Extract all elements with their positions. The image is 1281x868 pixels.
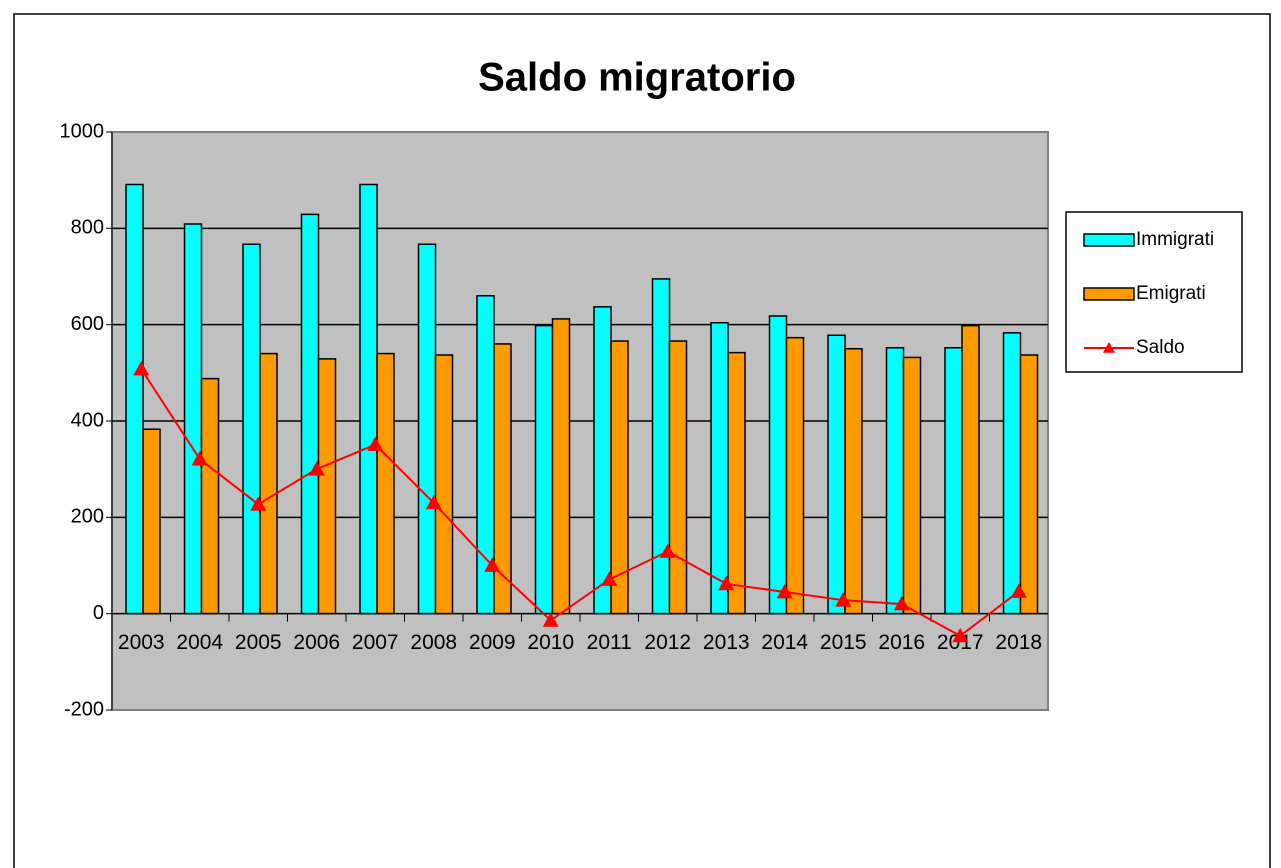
marker (952, 627, 969, 643)
x-tick-label: 2010 (527, 631, 574, 654)
marker (659, 543, 676, 558)
bar (1002, 332, 1022, 615)
y-tick-label: 800 (71, 217, 104, 239)
bar (183, 223, 203, 615)
marker (308, 461, 325, 476)
x-tick-label: 2009 (469, 631, 516, 654)
y-tick-label: 1000 (60, 120, 105, 142)
bar (242, 243, 261, 615)
x-tick-label: 2005 (235, 631, 282, 654)
x-tick-label: 2013 (703, 631, 750, 654)
marker (191, 451, 208, 466)
bar (710, 321, 729, 615)
y-tick-label: 0 (93, 602, 104, 624)
bar (885, 347, 905, 615)
marker (367, 436, 384, 452)
legend-marker (1103, 342, 1115, 353)
bar (200, 377, 220, 615)
marker (835, 592, 852, 607)
bar (902, 356, 922, 615)
bar (417, 243, 437, 615)
marker (133, 360, 150, 376)
x-tick-label: 2015 (820, 631, 867, 654)
y-tick-label: 200 (71, 506, 104, 528)
marker (1010, 583, 1027, 598)
bar (593, 306, 612, 615)
bar (827, 334, 846, 615)
bar (142, 428, 161, 615)
x-tick-label: 2008 (410, 631, 457, 654)
y-tick-label: -200 (64, 698, 104, 720)
bar (944, 347, 963, 615)
bar (961, 324, 980, 615)
y-tick-label: 600 (71, 313, 104, 335)
marker (893, 596, 910, 611)
marker (718, 575, 735, 591)
x-tick-label: 2017 (937, 631, 984, 654)
legend-label: Immigrati (1136, 229, 1214, 250)
bar (651, 278, 671, 615)
bar (125, 183, 144, 615)
bar (1019, 354, 1039, 615)
bar (317, 358, 337, 615)
x-tick-label: 2007 (352, 631, 399, 654)
marker (542, 612, 559, 627)
y-tick-label: 400 (71, 409, 104, 431)
bar (668, 340, 688, 615)
legend-label: Saldo (1136, 337, 1185, 358)
bar (785, 336, 805, 615)
x-tick-label: 2011 (587, 631, 632, 654)
legend-swatch (1083, 233, 1135, 247)
bar (493, 343, 512, 615)
bar (376, 352, 395, 615)
chart-frame (13, 13, 1271, 868)
legend-swatch (1083, 287, 1135, 301)
bar (844, 348, 863, 615)
bar (727, 351, 746, 615)
bar (434, 354, 454, 615)
x-tick-label: 2003 (118, 631, 165, 654)
chart-title: Saldo migratorio (478, 56, 796, 100)
marker (484, 557, 501, 572)
x-tick-label: 2012 (644, 631, 691, 654)
bar (300, 213, 320, 615)
line (140, 368, 1020, 638)
marker (250, 496, 267, 511)
bar (534, 324, 554, 615)
x-tick-label: 2014 (761, 631, 808, 654)
marker (776, 583, 793, 599)
marker (601, 571, 618, 586)
x-tick-label: 2016 (878, 631, 925, 654)
marker (425, 494, 442, 510)
bar (551, 318, 571, 615)
x-tick-label: 2004 (176, 631, 223, 654)
bar (259, 352, 278, 615)
x-tick-label: 2006 (293, 631, 340, 654)
x-tick-label: 2018 (995, 631, 1042, 654)
bar (359, 183, 378, 615)
legend-label: Emigrati (1136, 283, 1206, 304)
bar (768, 315, 788, 615)
